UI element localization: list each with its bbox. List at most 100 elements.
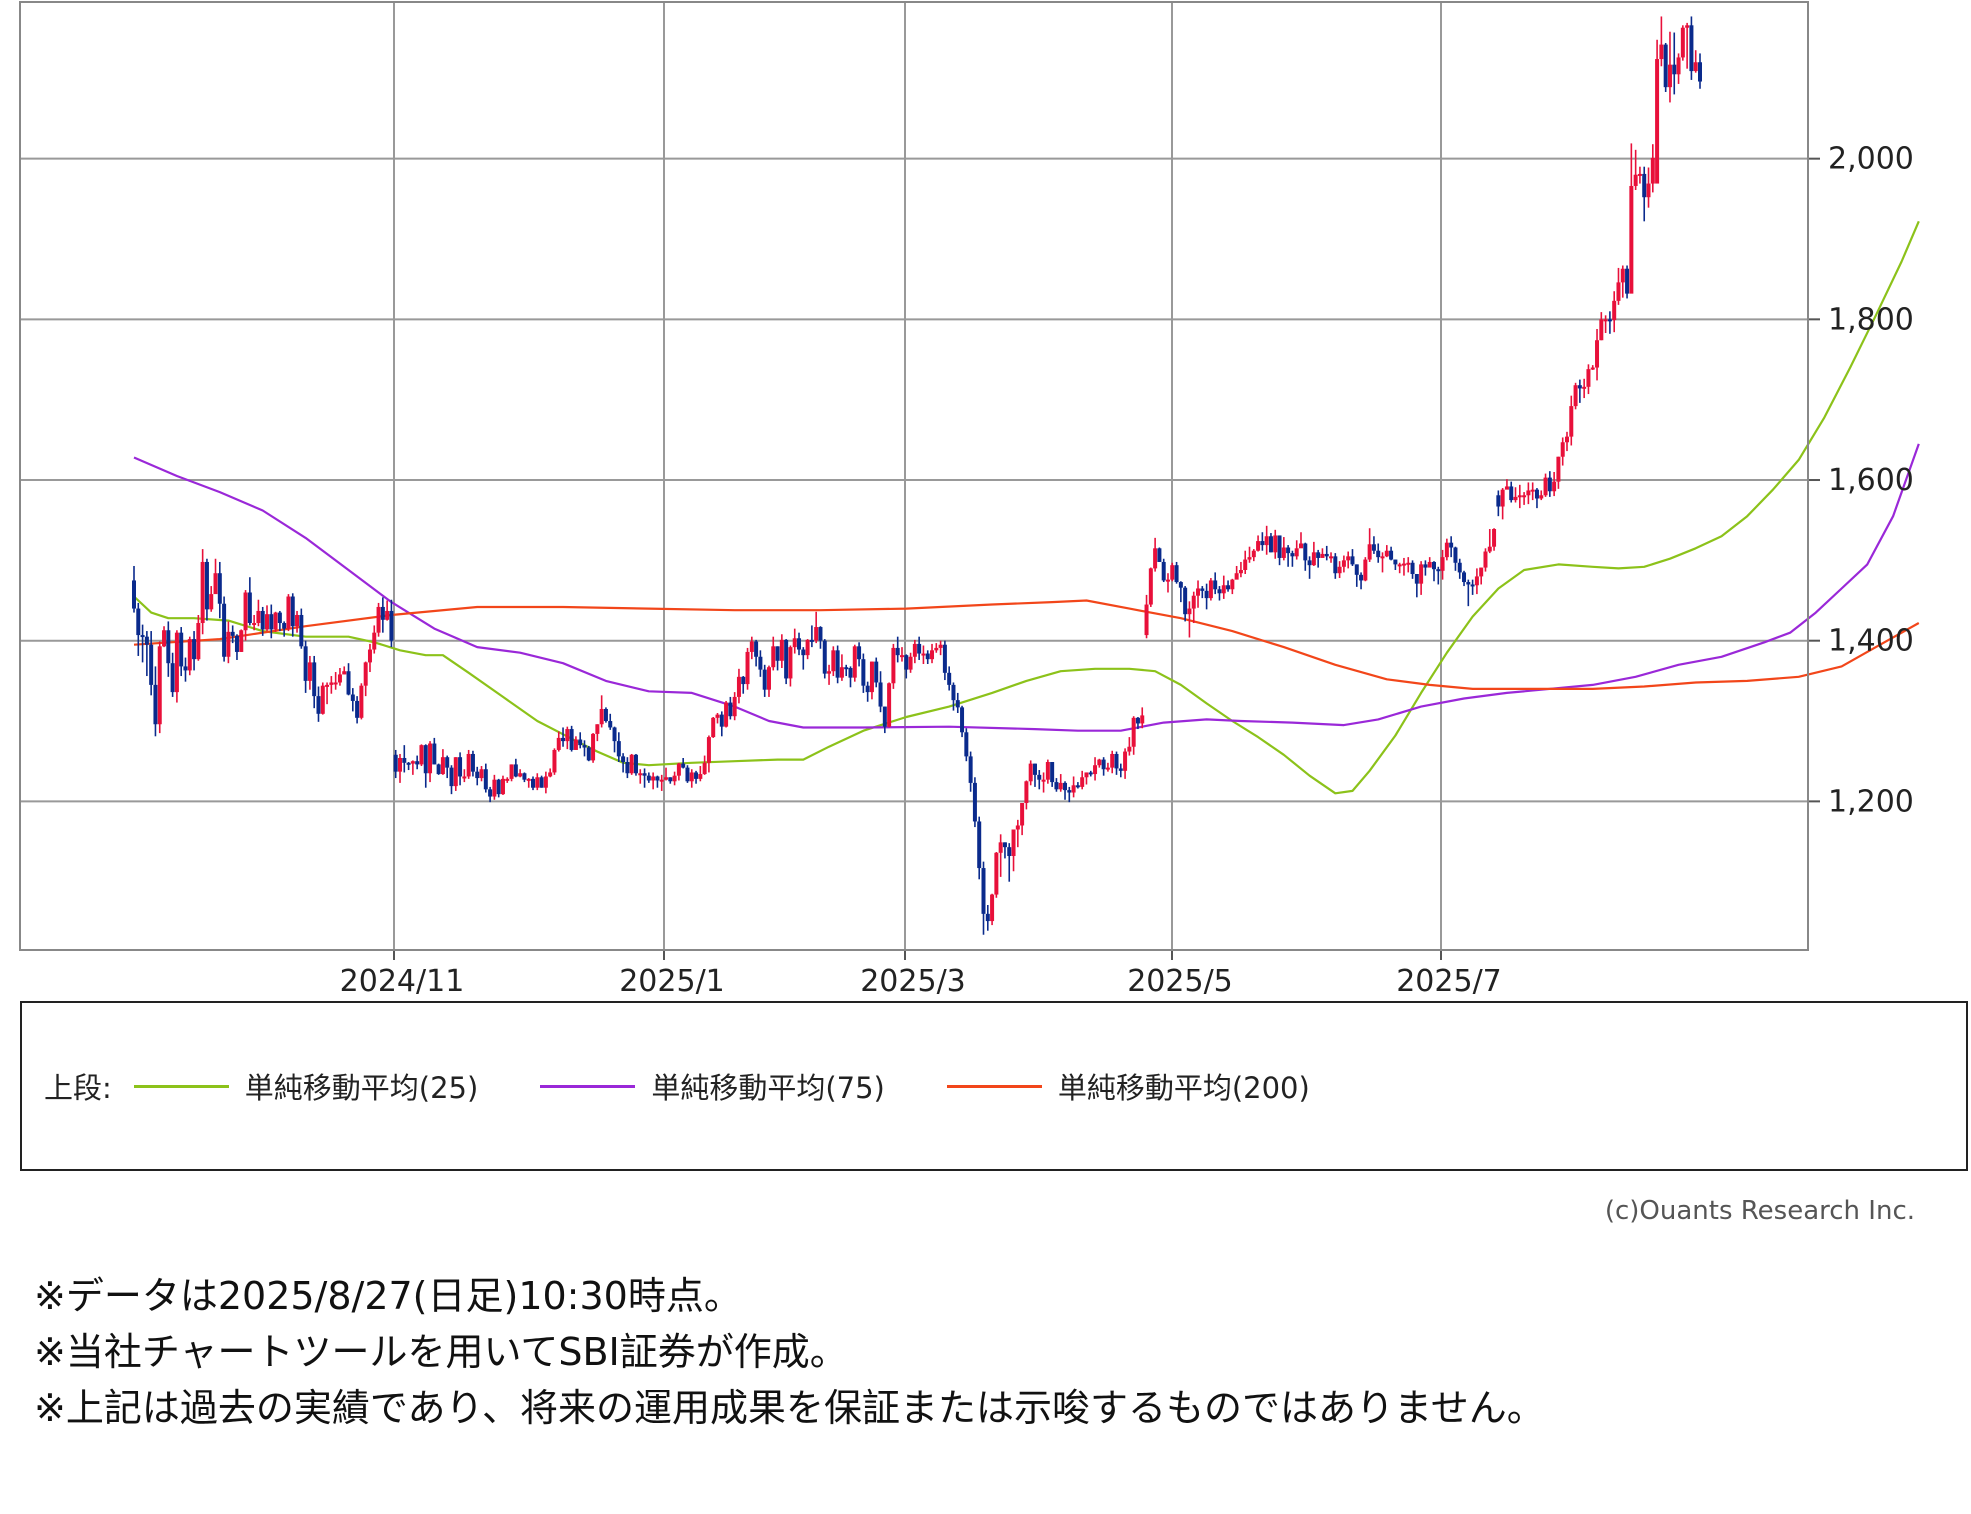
candle-body <box>608 721 613 728</box>
candle <box>556 731 561 752</box>
candle-body <box>1350 556 1355 565</box>
candle-body <box>1196 588 1201 596</box>
candle <box>578 732 583 749</box>
candle <box>376 602 381 637</box>
legend-label-ma75: 単純移動平均(75) <box>651 1071 885 1105</box>
candle-body <box>282 623 287 629</box>
candle-body <box>1672 64 1677 75</box>
candle-body <box>1539 495 1544 499</box>
candle <box>273 611 278 632</box>
candle-body <box>1268 536 1273 553</box>
candle-body <box>303 646 308 681</box>
candle-body <box>462 776 467 779</box>
candle-body <box>1663 44 1668 88</box>
candle <box>955 692 960 713</box>
candle-body <box>1290 553 1295 557</box>
candle-body <box>1389 550 1394 560</box>
candle-body <box>1256 541 1261 551</box>
candle <box>1397 562 1402 574</box>
candle-body <box>307 662 312 681</box>
candle-body <box>689 772 694 782</box>
candle-body <box>1007 847 1012 857</box>
candle-body <box>522 773 527 780</box>
candle <box>1534 488 1539 509</box>
candle-body <box>509 764 514 779</box>
candle-body <box>904 655 909 670</box>
candle-body <box>1127 746 1132 752</box>
candle-body <box>333 682 338 685</box>
candle <box>372 625 377 654</box>
candle <box>814 611 819 644</box>
candle <box>981 861 986 935</box>
candle-body <box>548 772 553 777</box>
candle-body <box>1457 562 1462 573</box>
candle-body <box>797 638 802 650</box>
candle <box>758 650 763 677</box>
candle-body <box>1637 173 1642 176</box>
candle <box>741 676 746 694</box>
candle <box>990 893 995 926</box>
candle-body <box>1067 790 1072 793</box>
candle <box>827 664 832 685</box>
legend-item-ma75: 単純移動平均(75) <box>540 1065 885 1107</box>
candle <box>458 752 463 786</box>
candle <box>616 732 621 763</box>
candle <box>1200 586 1205 599</box>
candle <box>1667 31 1672 103</box>
candle-body <box>1522 495 1527 498</box>
candle <box>1028 760 1033 786</box>
candle <box>603 707 608 723</box>
candle-body <box>857 646 862 660</box>
candle <box>835 645 840 684</box>
candle-body <box>741 676 746 685</box>
candle <box>1676 53 1681 84</box>
candle <box>1556 456 1561 489</box>
candle-body <box>1058 782 1063 790</box>
candle-body <box>912 643 917 657</box>
candle-body <box>1427 561 1432 568</box>
candle-body <box>736 676 741 697</box>
candle <box>1620 265 1625 298</box>
candle <box>638 769 643 784</box>
candle-body <box>1165 579 1170 582</box>
candle-body <box>676 763 681 776</box>
candle-body <box>749 641 754 652</box>
candle-body <box>179 632 184 667</box>
candle-body <box>561 737 566 742</box>
candle-body <box>367 649 372 663</box>
candle-body <box>1371 544 1376 551</box>
candle-body <box>539 777 544 788</box>
candle-body <box>1002 842 1007 848</box>
candle <box>389 599 394 648</box>
y-tick-label: 1,400 <box>1828 624 1914 659</box>
candle-body <box>1496 495 1501 507</box>
y-tick-label: 1,200 <box>1828 784 1914 819</box>
candle-body <box>724 702 729 727</box>
candle <box>1685 22 1690 69</box>
candle-body <box>1178 582 1183 588</box>
legend-item-ma25: 単純移動平均(25) <box>133 1065 478 1107</box>
candle-body <box>316 696 321 714</box>
candle-body <box>818 627 823 641</box>
candle <box>1101 757 1106 776</box>
candle <box>784 639 789 685</box>
candle-body <box>1251 550 1256 558</box>
candle-body <box>1354 564 1359 575</box>
candle <box>1217 586 1222 601</box>
candle <box>1080 770 1085 790</box>
candle-body <box>565 729 570 742</box>
candle-body <box>951 684 956 701</box>
candle <box>1088 770 1093 777</box>
candle <box>170 652 175 697</box>
candle <box>749 636 754 660</box>
candle-body <box>350 694 355 701</box>
candle-body <box>496 779 501 795</box>
candle-body <box>243 592 248 631</box>
candle-body <box>1685 25 1690 28</box>
candle <box>500 775 505 795</box>
candle <box>1183 586 1188 622</box>
candle-body <box>1277 535 1282 558</box>
candle <box>535 773 540 791</box>
candle <box>887 682 892 728</box>
candle-body <box>994 852 999 895</box>
